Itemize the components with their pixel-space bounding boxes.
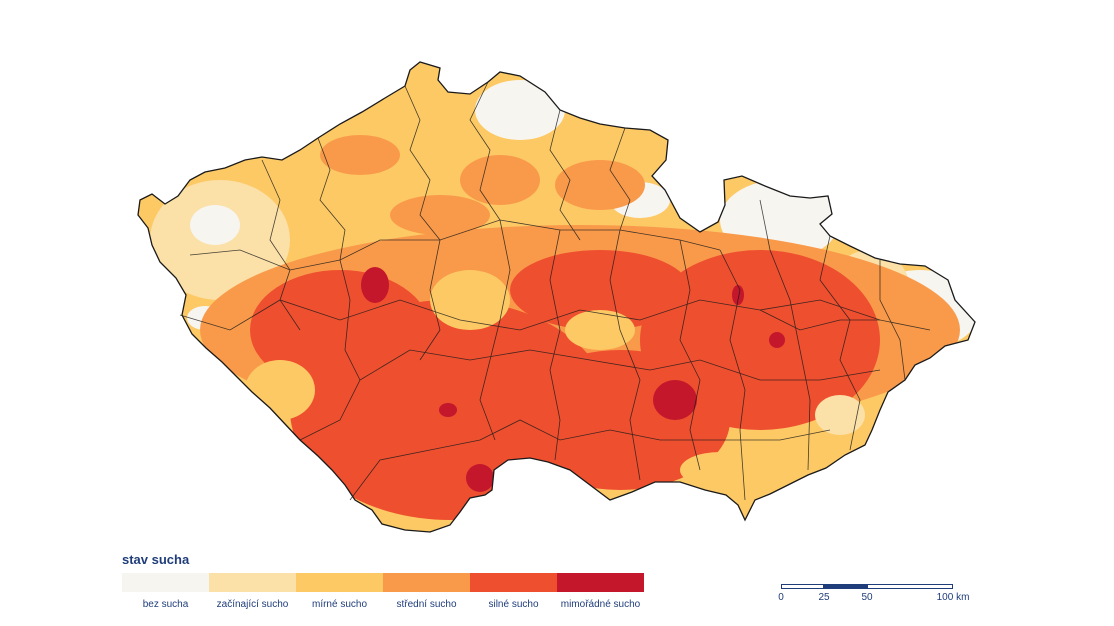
legend-swatch-moderate-drought	[383, 573, 470, 592]
extreme-spot-brno	[653, 380, 697, 420]
legend-item-mild-drought: mírné sucho	[296, 573, 383, 610]
scale-segment-0-25	[781, 584, 824, 589]
legend-item-no-drought: bez sucha	[122, 573, 209, 610]
legend-title: stav sucha	[122, 552, 190, 567]
scale-bar: 0 25 50 100 km	[778, 582, 988, 612]
north-no-drought-zone	[475, 80, 565, 140]
west-no-drought-zone	[190, 205, 240, 245]
north-moderate-patch-3	[555, 160, 645, 210]
extreme-spot-south-2	[439, 403, 457, 417]
legend-label-extreme-drought: mimořádné sucho	[560, 599, 641, 610]
north-moderate-patch-2	[460, 155, 540, 205]
drought-surface	[138, 62, 975, 532]
scale-tick-50: 50	[861, 592, 873, 603]
extreme-spot-south	[466, 464, 494, 492]
scale-tick-25: 25	[818, 592, 830, 603]
legend-swatch-early-drought	[209, 573, 296, 592]
north-moderate-patch-1	[320, 135, 400, 175]
legend-label-moderate-drought: střední sucho	[396, 599, 457, 610]
legend-label-no-drought: bez sucha	[142, 599, 189, 610]
legend-label-mild-drought: mírné sucho	[311, 599, 368, 610]
legend-swatch-severe-drought	[470, 573, 557, 592]
scale-tick-0: 0	[778, 592, 784, 603]
legend-item-severe-drought: silné sucho	[470, 573, 557, 610]
scale-tick-100: 100 km	[936, 592, 970, 603]
east-early-patch	[815, 395, 865, 435]
west-mild-patch	[245, 360, 315, 420]
country-outline	[137, 61, 976, 533]
extreme-spot-east-2	[732, 285, 744, 305]
moravia-severe-core	[640, 250, 880, 430]
legend-swatch-no-drought	[122, 573, 209, 592]
west-severe-core	[250, 270, 430, 390]
central-mild-patch-2	[565, 310, 635, 350]
legend-label-severe-drought: silné sucho	[488, 599, 539, 610]
district-boundaries	[179, 81, 931, 501]
legend-swatch-mild-drought	[296, 573, 383, 592]
south-moravia-mild-patch	[680, 452, 760, 488]
extreme-spot-west	[361, 267, 389, 303]
legend-item-early-drought: začínající sucho	[209, 573, 296, 610]
central-moderate-patch	[390, 195, 490, 235]
legend-swatches: bez sucha začínající sucho mírné sucho s…	[122, 573, 652, 610]
legend-item-moderate-drought: střední sucho	[383, 573, 470, 610]
central-mild-patch	[430, 270, 510, 330]
scale-segment-50-100	[867, 584, 953, 589]
scale-segment-25-50	[824, 584, 867, 589]
legend-label-early-drought: začínající sucho	[216, 599, 289, 610]
legend-swatch-extreme-drought	[557, 573, 644, 592]
extreme-spot-east	[769, 332, 785, 348]
vysocina-severe-band	[510, 250, 690, 330]
map-legend: stav sucha bez sucha začínající sucho mí…	[122, 552, 652, 610]
legend-item-extreme-drought: mimořádné sucho	[557, 573, 644, 610]
